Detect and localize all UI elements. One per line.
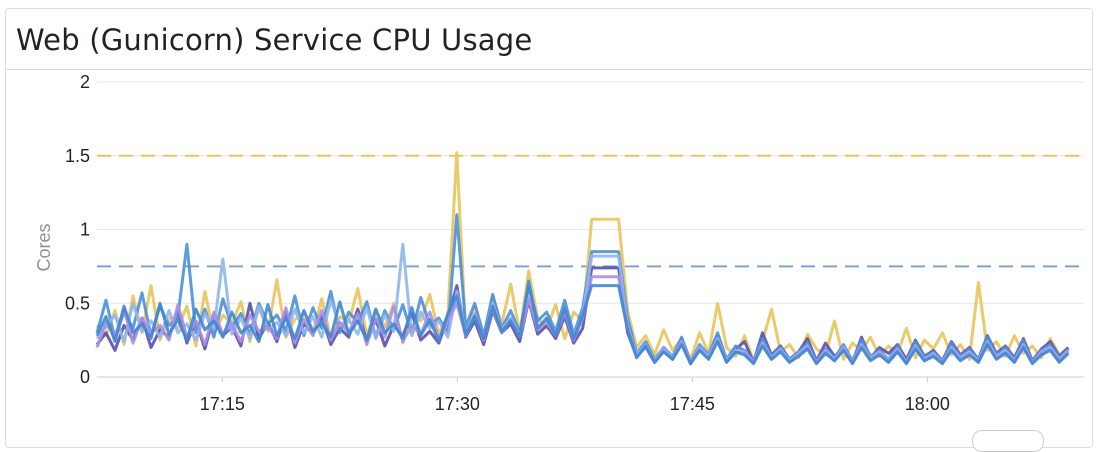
cpu-usage-chart: 0 0.5 1 1.5 2 Cores 17:15 17:30 17:45 18:00 <box>34 72 1084 414</box>
panel-header: Web (Gunicorn) Service CPU Usage <box>6 9 1092 70</box>
x-tick-label: 17:30 <box>435 394 480 414</box>
y-tick-label: 1.5 <box>65 146 90 166</box>
y-tick-label: 2 <box>80 72 90 92</box>
y-tick-label: 0 <box>80 367 90 387</box>
panel-footer-control[interactable] <box>972 430 1044 452</box>
panel-title: Web (Gunicorn) Service CPU Usage <box>16 23 533 57</box>
y-axis-title: Cores <box>34 223 54 271</box>
x-tick-label: 17:45 <box>670 394 715 414</box>
x-tick-label: 17:15 <box>200 394 245 414</box>
y-tick-label: 1 <box>80 220 90 240</box>
y-tick-label: 0.5 <box>65 293 90 313</box>
series-line <box>95 279 1070 366</box>
x-tick-label: 18:00 <box>905 394 950 414</box>
chart-panel: Web (Gunicorn) Service CPU Usage <box>5 8 1093 448</box>
